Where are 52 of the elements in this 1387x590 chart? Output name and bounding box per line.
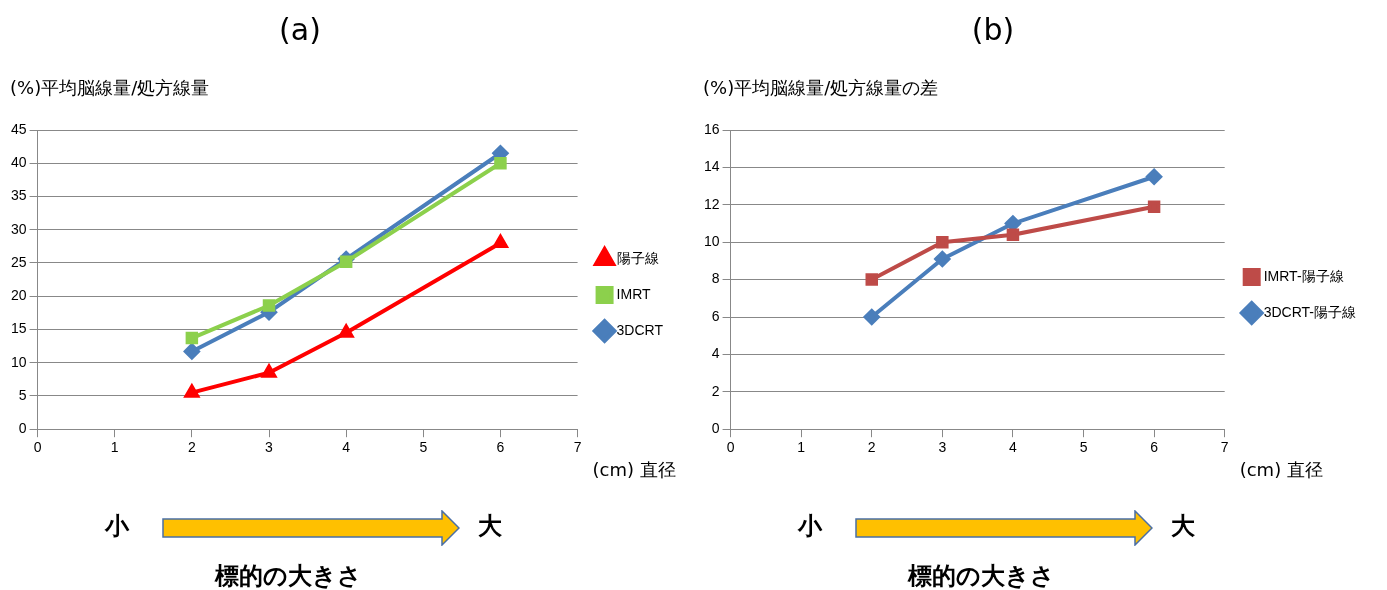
x-axis-title: (cm) 直径 (592, 458, 676, 480)
x-tick-label: 6 (1150, 439, 1159, 456)
y-tick-label: 5 (18, 386, 27, 403)
y-tick-label: 25 (10, 253, 27, 270)
y-tick-label: 2 (711, 382, 720, 399)
x-tick-label: 1 (110, 439, 119, 456)
legend-label: 陽子線 (616, 249, 659, 266)
x-tick-label: 3 (938, 439, 947, 456)
chart-title: (a) (278, 12, 322, 47)
y-axis-title: (%)平均脳線量/処方線量の差 (703, 76, 939, 100)
text: 大 (478, 511, 502, 542)
x-tick-label: 6 (496, 439, 505, 456)
y-tick-label: 8 (711, 270, 720, 287)
x-tick-label: 2 (867, 439, 876, 456)
y-tick-label: 16 (703, 120, 720, 137)
y-tick-label: 35 (10, 187, 27, 204)
y-tick-label: 4 (711, 345, 720, 362)
y-tick-label: 30 (10, 220, 27, 237)
x-tick-label: 3 (265, 439, 274, 456)
x-tick-label: 2 (187, 439, 196, 456)
x-tick-label: 1 (797, 439, 806, 456)
y-tick-label: 0 (18, 420, 27, 437)
x-tick-label: 0 (726, 439, 735, 456)
legend-label: IMRT-陽子線 (1263, 267, 1344, 284)
x-tick-label: 5 (1079, 439, 1088, 456)
x-tick-label: 5 (419, 439, 428, 456)
x-tick-label: 4 (342, 439, 351, 456)
x-tick-label: 0 (33, 439, 42, 456)
x-tick-label: 7 (573, 439, 582, 456)
text: 小 (105, 511, 129, 542)
legend-label: 3DCRT-陽子線 (1263, 303, 1357, 320)
text: 標的の大きさ (215, 561, 362, 590)
legend-label: 3DCRT (616, 321, 664, 338)
y-axis-title: (%)平均脳線量/処方線量 (10, 76, 210, 100)
x-tick-label: 7 (1220, 439, 1229, 456)
chart-title: (b) (970, 12, 1016, 47)
y-tick-label: 0 (711, 420, 720, 437)
text: 大 (1171, 511, 1195, 542)
text: 小 (798, 511, 822, 542)
y-tick-label: 40 (10, 154, 27, 171)
y-tick-label: 45 (10, 120, 27, 137)
legend-label: IMRT (616, 285, 651, 302)
y-tick-label: 15 (10, 320, 27, 337)
x-axis-title: (cm) 直径 (1239, 458, 1323, 480)
x-tick-label: 4 (1009, 439, 1018, 456)
text: 標的の大きさ (908, 561, 1055, 590)
y-tick-label: 10 (703, 233, 720, 250)
y-tick-label: 10 (10, 353, 27, 370)
y-tick-label: 20 (10, 287, 27, 304)
y-tick-label: 14 (703, 158, 720, 175)
y-tick-label: 6 (711, 307, 720, 324)
y-tick-label: 12 (703, 195, 720, 212)
